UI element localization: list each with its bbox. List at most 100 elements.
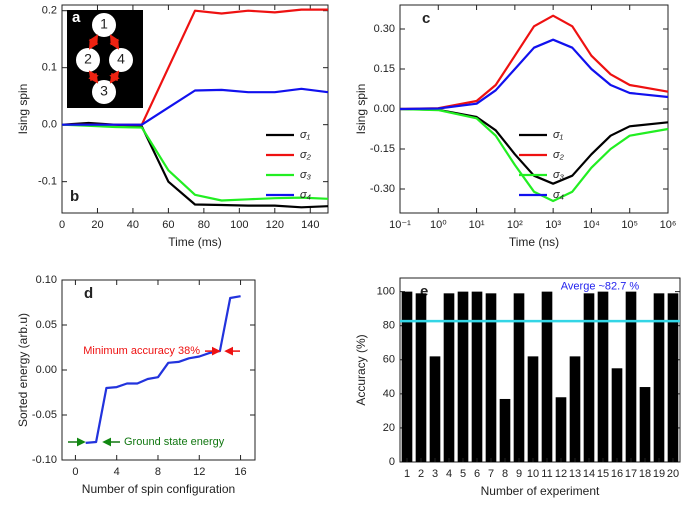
y-tick-label: 0.00	[374, 103, 395, 115]
x-tick-label: 2	[418, 468, 424, 480]
x-axis-title: Time (ns)	[509, 235, 559, 249]
y-tick-label: 0	[389, 456, 395, 468]
bar	[485, 293, 497, 462]
x-tick-label: 100	[230, 219, 248, 231]
inset-node	[92, 13, 116, 37]
series-line	[85, 295, 241, 444]
x-tick-label: 10⁶	[660, 219, 677, 231]
x-tick-label: 19	[653, 468, 665, 480]
x-axis-title: Number of spin configuration	[82, 482, 235, 496]
y-axis-title: Ising spin	[354, 84, 368, 135]
y-tick-label: 0.2	[42, 5, 57, 17]
x-tick-label: 10⁴	[583, 219, 600, 231]
y-tick-label: 0.1	[42, 62, 57, 74]
panel: 0 20 40 60 80 100 Number of experiment Accuracy…	[354, 277, 681, 498]
panel-label: e	[420, 283, 428, 300]
x-tick-label: 15	[597, 468, 609, 480]
y-tick-label: 0.05	[36, 319, 57, 331]
x-tick-label: 4	[446, 468, 452, 480]
x-tick-label: 14	[583, 468, 595, 480]
x-tick-label: 10⁰	[430, 219, 447, 231]
inset-arrows	[88, 34, 120, 84]
x-tick-label: 1	[404, 468, 410, 480]
y-tick-label: -0.05	[32, 409, 57, 421]
x-axis-title: Number of experiment	[481, 484, 600, 498]
legend-label: σ₄	[300, 189, 311, 201]
x-tick-label: 7	[488, 468, 494, 480]
inset-node-label: 2	[84, 51, 92, 67]
x-tick-label: 3	[432, 468, 438, 480]
inset-node-label: 1	[100, 16, 108, 32]
legend-label: σ₃	[553, 169, 565, 181]
bar	[653, 293, 665, 462]
inset-node-label: 4	[117, 51, 125, 67]
inset-node	[76, 48, 100, 72]
series-line	[399, 107, 669, 203]
panel: -0.30 -0.15 0.00 0.15 0.30 10⁻¹ 10⁰ 10¹ 10² 10³ 10…	[354, 4, 677, 249]
x-tick-label: 10	[527, 468, 539, 480]
y-tick-label: -0.30	[370, 183, 395, 195]
x-tick-label: 4	[114, 466, 120, 478]
y-tick-label: 0.30	[374, 23, 395, 35]
x-tick-label: 18	[639, 468, 651, 480]
bar	[443, 293, 455, 462]
x-tick-label: 11	[541, 468, 552, 480]
x-tick-label: 5	[460, 468, 466, 480]
y-tick-label: 0.10	[36, 274, 57, 286]
plot-frame	[61, 4, 329, 214]
reference-label: Averge ~82.7 %	[561, 281, 640, 293]
plot-frame	[61, 279, 256, 461]
y-tick-label: 80	[383, 320, 395, 332]
bar	[583, 293, 595, 462]
x-tick-label: 20	[91, 219, 103, 231]
plot-frame	[399, 277, 681, 463]
bar	[569, 356, 581, 462]
bar	[611, 368, 623, 462]
legend-label: σ₂	[300, 149, 312, 161]
annotation: Minimum accuracy 38%	[83, 345, 200, 357]
y-tick-label: -0.15	[370, 143, 395, 155]
series-line	[399, 38, 669, 111]
x-tick-label: 40	[127, 219, 139, 231]
bar	[429, 356, 441, 462]
x-tick-label: 140	[301, 219, 319, 231]
series-line	[399, 107, 669, 185]
inset-arrow	[88, 34, 99, 50]
legend-label: σ₁	[553, 129, 564, 141]
bar	[499, 398, 511, 462]
x-tick-label: 13	[569, 468, 581, 480]
y-axis-title: Sorted energy (arb.u)	[16, 313, 30, 427]
bar	[597, 291, 609, 462]
x-tick-label: 6	[474, 468, 480, 480]
x-tick-label: 16	[611, 468, 623, 480]
x-tick-label: 8	[502, 468, 508, 480]
y-tick-label: 100	[377, 286, 395, 298]
annotation: Ground state energy	[124, 436, 225, 448]
bar	[527, 356, 539, 462]
y-tick-label: 40	[383, 388, 395, 400]
bar	[513, 293, 525, 462]
y-tick-label: 0.15	[374, 63, 395, 75]
inset-label: a	[72, 9, 81, 26]
inset-arrow	[109, 34, 120, 50]
x-tick-label: 80	[198, 219, 210, 231]
x-tick-label: 0	[72, 466, 78, 478]
panel-label: b	[70, 188, 79, 205]
bar	[471, 291, 483, 462]
x-tick-label: 120	[266, 219, 284, 231]
x-tick-label: 10¹	[469, 219, 485, 231]
y-axis-title: Accuracy (%)	[354, 334, 368, 405]
x-tick-label: 12	[193, 466, 205, 478]
y-tick-label: 0.00	[36, 364, 57, 376]
bar	[667, 293, 679, 462]
inset-arrow	[88, 70, 99, 84]
series-line	[62, 87, 329, 126]
x-axis-title: Time (ms)	[168, 235, 222, 249]
x-tick-label: 10²	[507, 219, 523, 231]
x-tick-label: 20	[667, 468, 679, 480]
legend-label: σ₃	[300, 169, 312, 181]
bar	[457, 291, 469, 462]
bar	[639, 387, 651, 462]
panel: -0.10 -0.05 0.00 0.05 0.10 0 4 8 12 16 Number of s…	[16, 274, 256, 496]
